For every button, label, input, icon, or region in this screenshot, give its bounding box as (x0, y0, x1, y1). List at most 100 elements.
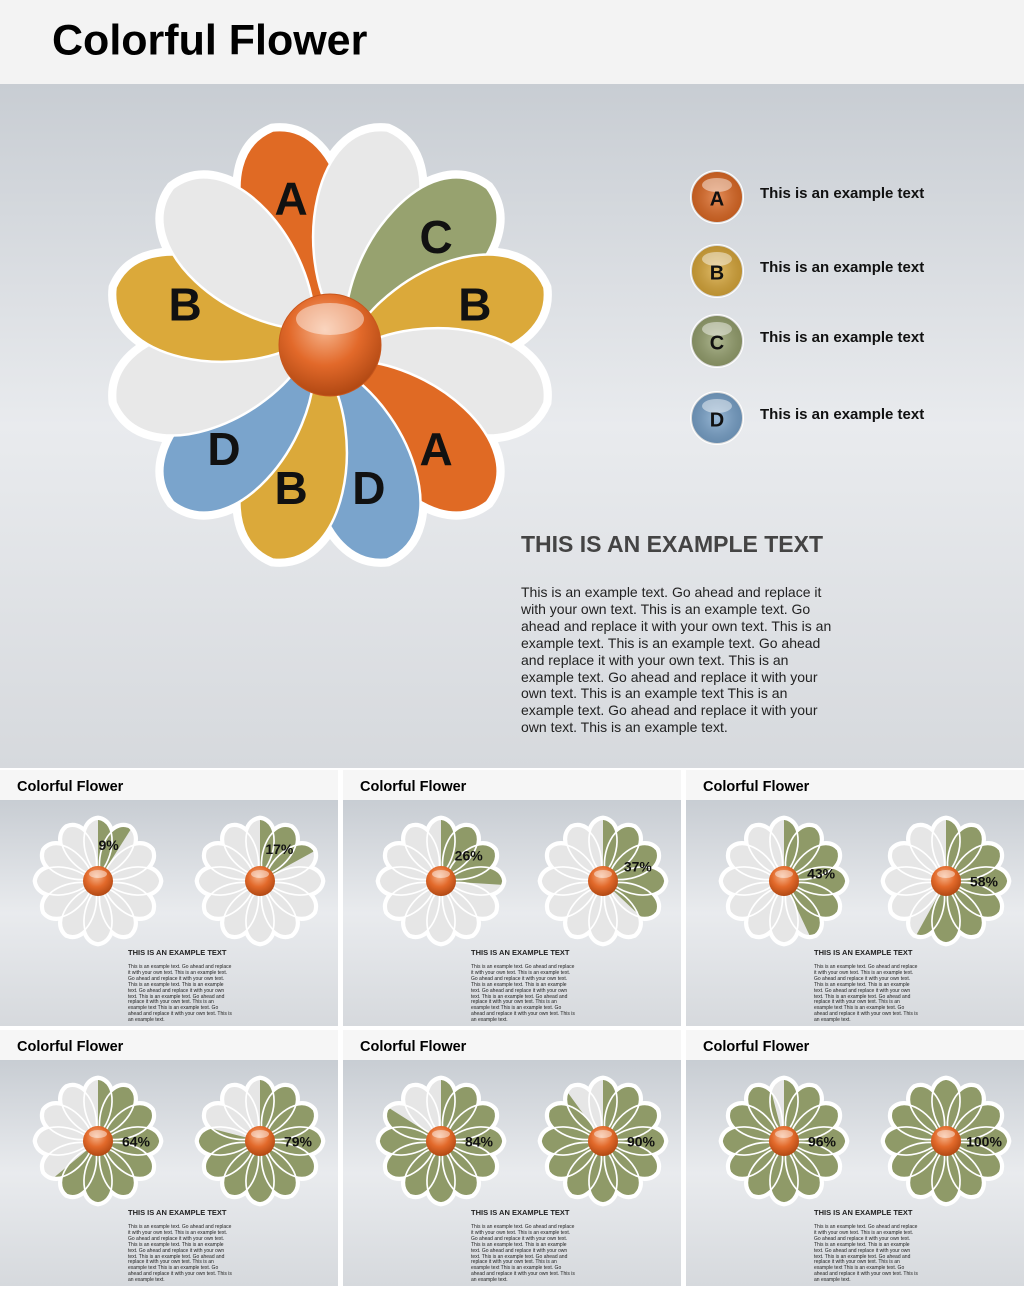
thumb-petal-edge (197, 866, 256, 896)
petal-label: C (419, 211, 452, 263)
thumb-petal-edge (788, 866, 847, 896)
thumb-petal-edge (950, 1141, 1002, 1179)
petal-label: D (207, 423, 240, 475)
thumb-petal (386, 844, 436, 880)
thumb-petal (404, 1086, 440, 1136)
share-sector (914, 819, 1008, 943)
thumb-petal (566, 826, 602, 876)
legend-letter: D (710, 409, 724, 431)
thumb-petal-edge (222, 1085, 260, 1137)
thumb-petal-edge (197, 1126, 256, 1156)
thumb-header (686, 1030, 1024, 1060)
thumb-body: This is an example text. Go ahead and re… (128, 1224, 232, 1284)
thumb-title: Colorful Flower (703, 1039, 810, 1055)
thumb-petal (103, 882, 153, 918)
percent-label: 37% (624, 859, 653, 875)
thumb-petal-edge (603, 1145, 641, 1197)
thumb-flower (194, 1075, 326, 1207)
thumb-petal-edge (565, 885, 603, 937)
thumb-petal-edge (728, 843, 780, 881)
thumb-petal-edge (607, 1103, 659, 1141)
petal-label: B (275, 462, 308, 514)
thumb-petal (205, 844, 255, 880)
header-band (0, 0, 1024, 84)
thumb-petal-edge (445, 1103, 497, 1141)
thumb-petal (446, 882, 496, 918)
thumb-petal-edge (378, 866, 437, 896)
thumb-petal-edge (721, 866, 780, 896)
thumb-petal-edge (784, 1085, 822, 1137)
legend-text: This is an example text (760, 329, 924, 346)
thumb-petal-edge (540, 1126, 599, 1156)
thumb-petal-edge (441, 1085, 479, 1137)
thumb-petal-edge (946, 1145, 984, 1197)
thumb-petal-edge (42, 881, 94, 919)
thumb-petal-edge (769, 1145, 799, 1204)
thumb-petal-edge (102, 843, 154, 881)
thumb-petal (747, 826, 783, 876)
thumb-petal-edge (607, 881, 659, 919)
legend-ball-shade (691, 392, 743, 444)
thumb-flower (880, 1075, 1012, 1207)
thumb-petal-edge (788, 881, 840, 919)
thumb-petal-edge (565, 1145, 603, 1197)
thumb-petal (223, 886, 259, 936)
thumb-center (245, 1126, 275, 1156)
thumb-petal-edge (98, 885, 136, 937)
percent-label: 96% (808, 1134, 837, 1150)
legend-letter: B (710, 262, 724, 284)
thumb-body: This is an example text. Go ahead and re… (471, 964, 575, 1024)
thumb-body: This is an example text. Go ahead and re… (814, 1224, 918, 1284)
thumb-petal-edge (245, 1078, 275, 1137)
thumb-body: This is an example text. Go ahead and re… (128, 964, 232, 1024)
thumb-petal-edge (83, 818, 113, 877)
thumb-petal-edge (565, 1085, 603, 1137)
thumb-petal-edge (950, 866, 1009, 896)
thumb-petal-edge (603, 825, 641, 877)
thumb-petal-edge (890, 843, 942, 881)
thumb-petal-edge (540, 866, 599, 896)
thumb-petal-edge (908, 825, 946, 877)
thumb-petal-edge (788, 1141, 840, 1179)
thumb-petal (43, 1104, 93, 1140)
thumb-petal-edge (98, 1145, 136, 1197)
thumb-center (83, 1126, 113, 1156)
thumb-petal-edge (445, 1141, 497, 1179)
thumb-petal-edge (83, 1145, 113, 1204)
thumb-title: Colorful Flower (360, 779, 467, 795)
thumb-petal-edge (426, 1145, 456, 1204)
percent-label: 9% (98, 837, 119, 853)
thumb-petal-edge (445, 881, 497, 919)
thumb-petal-edge (728, 1103, 780, 1141)
legend-text: This is an example text (760, 406, 924, 423)
percent-label: 26% (455, 848, 484, 864)
thumb-petal-edge (547, 1141, 599, 1179)
thumb-flower (537, 1075, 669, 1207)
text-heading: THIS IS AN EXAMPLE TEXT (521, 531, 824, 557)
thumb-flower (375, 815, 507, 947)
petal-label: B (168, 278, 201, 330)
thumb-petal (729, 844, 779, 880)
legend-text: This is an example text (760, 259, 924, 276)
thumb-center (769, 866, 799, 896)
thumb-petal-edge (890, 881, 942, 919)
thumb-petal-edge (931, 1145, 961, 1204)
thumb-petal-edge (588, 1078, 618, 1137)
thumb-petal-edge (83, 885, 113, 944)
thumb-petal-edge (98, 1085, 136, 1137)
thumb-petal-edge (603, 885, 641, 937)
thumb-petal-edge (385, 881, 437, 919)
thumb-petal-edge (260, 1085, 298, 1137)
legend-ball-highlight (702, 322, 732, 336)
thumb-petal-edge (603, 1085, 641, 1137)
thumb-petal-edge (931, 1078, 961, 1137)
thumb-petal-edge (588, 1145, 618, 1204)
percent-label: 43% (807, 865, 836, 881)
thumb-petal (61, 826, 97, 876)
thumb-petal-edge (403, 885, 441, 937)
percent-label: 84% (465, 1134, 494, 1150)
thumb-petal (891, 844, 941, 880)
thumb-petal-edge (588, 885, 618, 944)
legend-ball-highlight (702, 399, 732, 413)
thumb-petal (566, 1086, 602, 1136)
